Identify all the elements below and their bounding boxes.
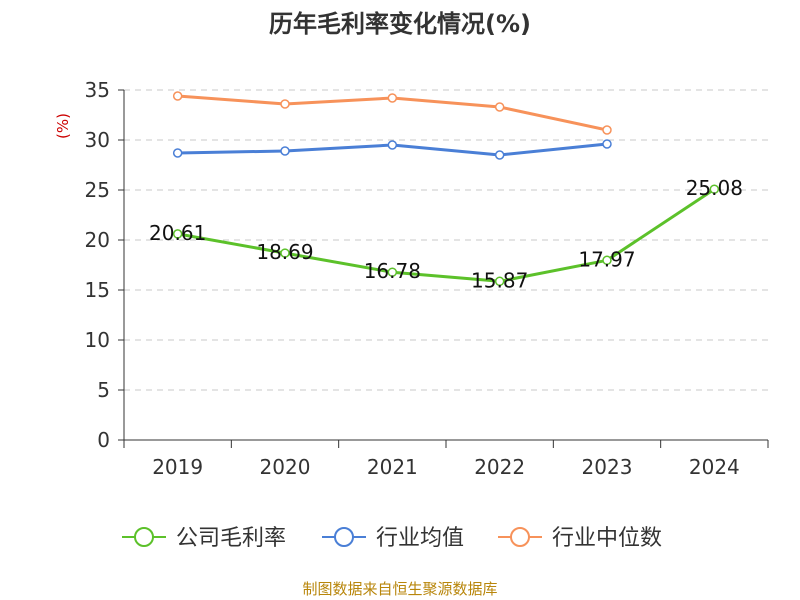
legend-item-0[interactable]: 公司毛利率	[122, 526, 286, 551]
data-point	[602, 255, 612, 266]
data-point	[709, 184, 720, 194]
y-tick-label: 0	[97, 428, 110, 452]
y-tick-label: 20	[85, 228, 110, 252]
data-point	[494, 276, 505, 287]
legend-label: 公司毛利率	[176, 526, 286, 551]
series-1	[172, 139, 612, 160]
legend-label: 行业中位数	[552, 526, 662, 551]
legend-marker	[334, 527, 354, 547]
legend-item-2[interactable]: 行业中位数	[498, 526, 662, 551]
y-tick-label: 5	[97, 378, 110, 402]
y-tick-label: 15	[85, 278, 110, 302]
data-point	[172, 148, 183, 158]
source-note: 制图数据来自恒生聚源数据库	[302, 580, 497, 598]
data-point	[280, 248, 290, 258]
legend-marker	[134, 527, 154, 547]
data-point	[494, 102, 505, 112]
data-point	[602, 125, 612, 135]
legend-item-1[interactable]: 行业均值	[322, 526, 464, 551]
data-label: 20.61	[149, 221, 206, 245]
y-tick-label: 30	[85, 128, 110, 152]
y-axis-unit: (%)	[54, 113, 72, 139]
data-label: 17.97	[578, 247, 635, 271]
data-point	[602, 139, 612, 149]
data-point	[172, 91, 183, 101]
data-point	[387, 93, 398, 103]
y-tick-label: 10	[85, 328, 110, 352]
data-point	[387, 267, 398, 277]
y-tick-label: 35	[85, 78, 110, 102]
chart-title: 历年毛利率变化情况(%)	[269, 10, 531, 38]
legend[interactable]: 公司毛利率 行业均值 行业中位数	[122, 526, 662, 551]
data-point	[494, 150, 505, 160]
data-label: 18.69	[256, 240, 313, 264]
series-lines	[172, 91, 720, 287]
x-tick-label: 2022	[474, 455, 525, 479]
x-tick-label: 2020	[260, 455, 311, 479]
x-tick-label: 2023	[582, 455, 633, 479]
data-point	[387, 140, 398, 150]
data-label: 16.78	[364, 259, 421, 283]
data-point	[172, 229, 183, 239]
y-tick-label: 25	[85, 178, 110, 202]
data-point	[280, 99, 290, 109]
data-point	[280, 146, 290, 156]
series-0	[172, 184, 720, 287]
legend-label: 行业均值	[376, 526, 464, 551]
series-line	[177, 187, 716, 283]
data-label: 25.08	[686, 176, 743, 200]
data-labels: 20.61 18.69 16.78 15.87 17.97 25.08	[149, 176, 743, 292]
x-tick-label: 2024	[689, 455, 740, 479]
data-label: 15.87	[471, 268, 528, 292]
axes: 0 5 10 15 20 25 30 35 2019 2020 2021 2022 2023 2024	[85, 78, 769, 479]
series-2	[172, 91, 612, 135]
x-tick-label: 2021	[367, 455, 418, 479]
legend-marker	[510, 527, 530, 547]
x-tick-label: 2019	[152, 455, 203, 479]
grid-lines	[124, 89, 768, 391]
